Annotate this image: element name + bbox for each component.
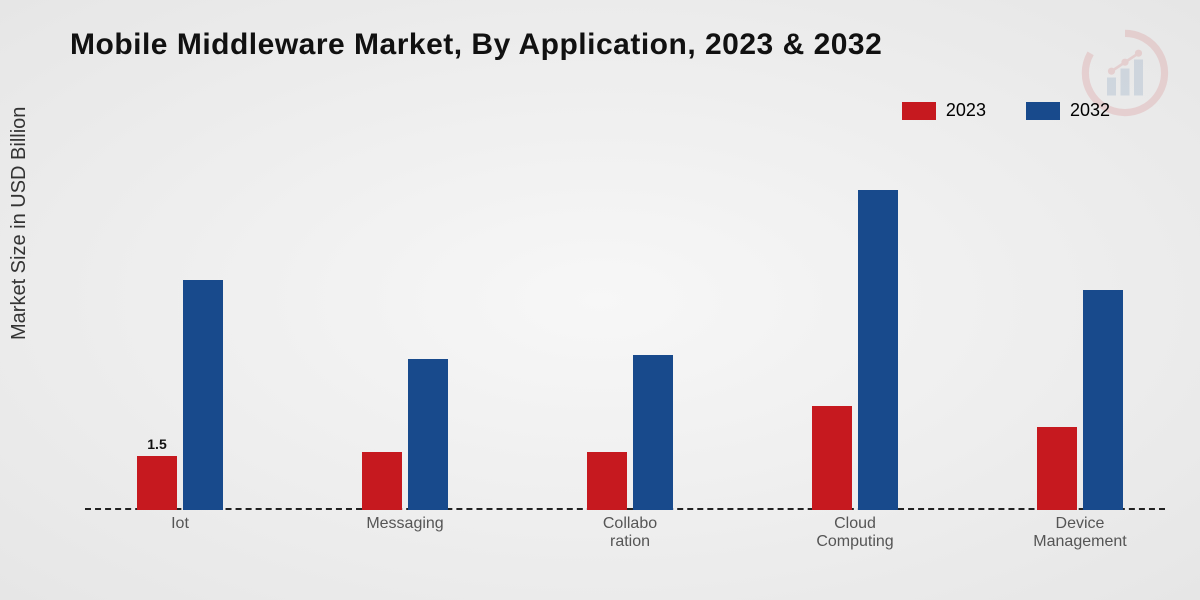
legend-swatch-2032 [1026, 102, 1060, 120]
bar-2023-cloud [812, 406, 852, 510]
bar-2023-iot [137, 456, 177, 510]
bar-group-collab [570, 150, 690, 510]
bar-2032-cloud [858, 190, 898, 510]
category-label-cloud: Cloud Computing [785, 515, 925, 552]
bar-2023-msg [362, 452, 402, 510]
y-axis-label: Market Size in USD Billion [8, 107, 31, 340]
bar-2032-device [1083, 290, 1123, 510]
plot-area: 1.5 [85, 150, 1165, 510]
chart-title: Mobile Middleware Market, By Application… [70, 28, 882, 62]
legend-label-2032: 2032 [1070, 100, 1110, 121]
bar-group-device [1020, 150, 1140, 510]
bar-value-label: 1.5 [137, 436, 177, 452]
legend-label-2023: 2023 [946, 100, 986, 121]
bar-group-iot: 1.5 [120, 150, 240, 510]
category-label-collab: Collabo ration [560, 515, 700, 552]
bar-group-msg [345, 150, 465, 510]
legend-swatch-2023 [902, 102, 936, 120]
bar-2032-collab [633, 355, 673, 510]
category-label-msg: Messaging [335, 515, 475, 533]
legend-item-2032: 2032 [1026, 100, 1110, 121]
bar-2032-iot [183, 280, 223, 510]
bar-2032-msg [408, 359, 448, 510]
legend: 2023 2032 [902, 100, 1110, 121]
legend-item-2023: 2023 [902, 100, 986, 121]
category-label-iot: Iot [110, 515, 250, 533]
chart-canvas: Mobile Middleware Market, By Application… [0, 0, 1200, 600]
category-label-device: Device Management [1010, 515, 1150, 552]
bar-2023-device [1037, 427, 1077, 510]
bar-2023-collab [587, 452, 627, 510]
bar-group-cloud [795, 150, 915, 510]
